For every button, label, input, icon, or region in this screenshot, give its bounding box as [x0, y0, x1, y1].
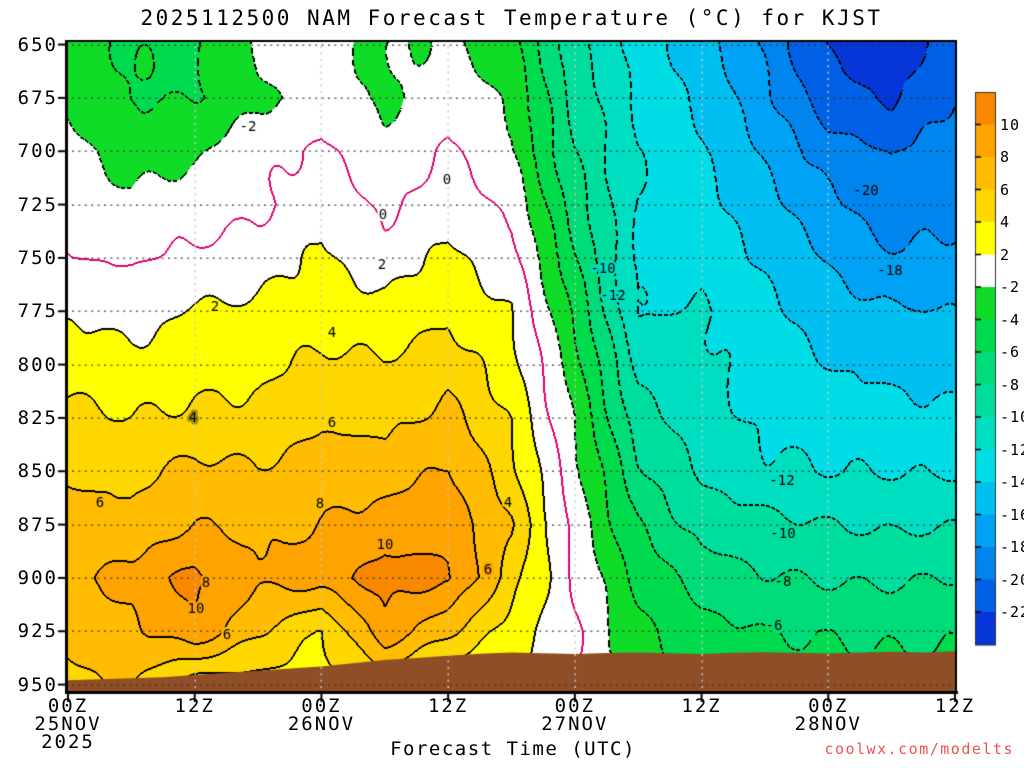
- y-tick-label: 950: [17, 673, 58, 696]
- y-tick-label: 750: [17, 246, 58, 269]
- colorbar-tick-label: -12: [1000, 440, 1024, 459]
- x-tick-label: 00Z: [301, 695, 342, 717]
- x-axis-label: Forecast Time (UTC): [390, 738, 636, 760]
- colorbar-tick-label: -16: [1000, 505, 1024, 524]
- x-tick-label: 00Z: [808, 695, 849, 717]
- colorbar-tick-label: -6: [1000, 343, 1021, 361]
- y-tick-label: 900: [17, 566, 58, 589]
- y-tick-label: 675: [17, 86, 58, 109]
- y-tick-label: 850: [17, 460, 58, 483]
- colorbar-tick-label: 8: [1000, 148, 1011, 166]
- colorbar-tick-label: 4: [1000, 213, 1011, 231]
- y-tick-label: 800: [17, 353, 58, 376]
- x-tick-label: 12Z: [427, 695, 469, 717]
- colorbar-tick-label: -2: [1000, 278, 1021, 296]
- colorbar-tick-label: -20: [1000, 570, 1024, 589]
- colorbar-tick-label: -4: [1000, 310, 1021, 329]
- x-tick-label: 00Z: [47, 695, 89, 717]
- x-tick-date: 26NOV: [287, 713, 356, 735]
- colorbar-tick-label: -8: [1000, 375, 1021, 394]
- x-tick-date: 28NOV: [794, 713, 862, 735]
- y-tick-label: 650: [17, 33, 58, 56]
- chart-title: 2025112500 NAM Forecast Temperature (°C)…: [140, 6, 883, 30]
- colorbar-tick-label: 2: [1000, 245, 1011, 264]
- y-tick-label: 925: [17, 620, 58, 643]
- x-tick-date: 27NOV: [541, 713, 609, 735]
- colorbar-tick-label: 10: [1000, 115, 1021, 134]
- y-tick-label: 725: [17, 193, 58, 216]
- y-tick-label: 875: [17, 513, 58, 536]
- x-tick-label: 00Z: [554, 695, 595, 717]
- colorbar-tick-label: -18: [1000, 538, 1024, 556]
- y-tick-label: 775: [17, 300, 58, 323]
- x-tick-label: 12Z: [934, 695, 976, 717]
- x-tick-date: 25NOV: [34, 713, 102, 735]
- y-tick-label: 825: [17, 406, 58, 429]
- x-tick-year: 2025: [41, 731, 95, 753]
- colorbar-tick-label: -14: [1000, 473, 1024, 491]
- watermark-text: coolwx.com/modelts: [824, 740, 1014, 758]
- colorbar-tick-label: -10: [1000, 408, 1024, 426]
- colorbar-tick-label: -22: [1000, 603, 1024, 621]
- x-tick-label: 12Z: [681, 695, 722, 717]
- y-tick-label: 700: [17, 140, 58, 163]
- colorbar-tick-label: 6: [1000, 180, 1011, 199]
- x-tick-label: 12Z: [174, 695, 215, 717]
